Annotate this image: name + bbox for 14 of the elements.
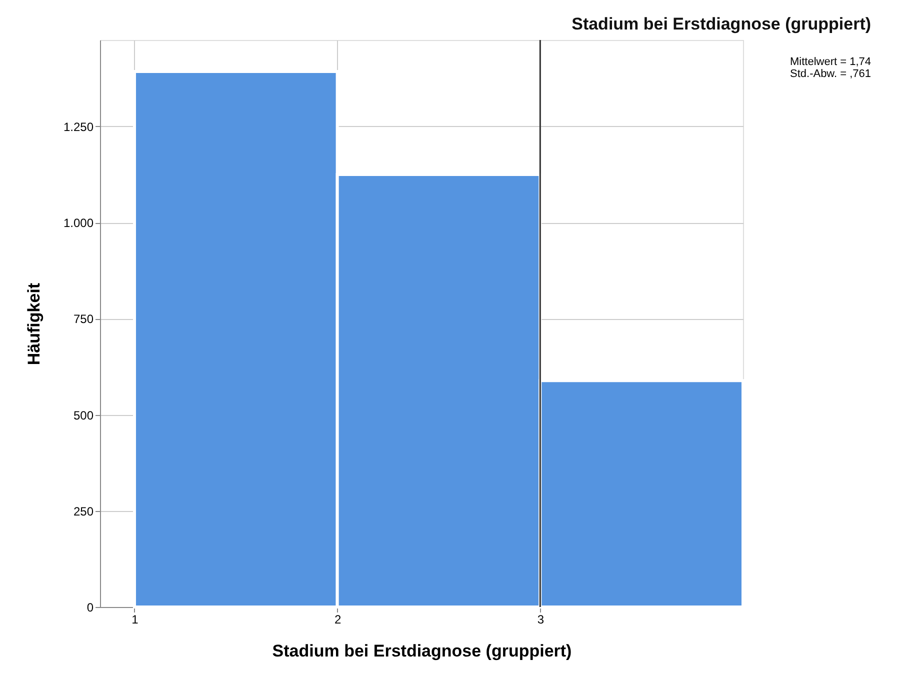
x-tick-label: 3 (537, 612, 544, 626)
text: Mittelwert = 1,74 (790, 56, 872, 68)
y-tick-label: 0 (86, 600, 94, 614)
x-tick-label: 1 (132, 612, 139, 626)
y-axis-title: Häufigkeit (24, 282, 44, 366)
x-tick-label: 2 (334, 612, 342, 626)
chart-title: Stadium bei Erstdiagnose (gruppiert) (572, 14, 872, 34)
y-tick-label: 1.250 (63, 120, 94, 134)
x-axis-title: Stadium bei Erstdiagnose (gruppiert) (272, 642, 572, 660)
text: Std.-Abw. = ,761 (790, 68, 872, 80)
y-tick-label: 250 (73, 504, 94, 518)
y-tick-label: 500 (73, 408, 94, 422)
y-tick-label: 1.000 (63, 216, 94, 230)
y-tick-label: 750 (73, 312, 94, 326)
